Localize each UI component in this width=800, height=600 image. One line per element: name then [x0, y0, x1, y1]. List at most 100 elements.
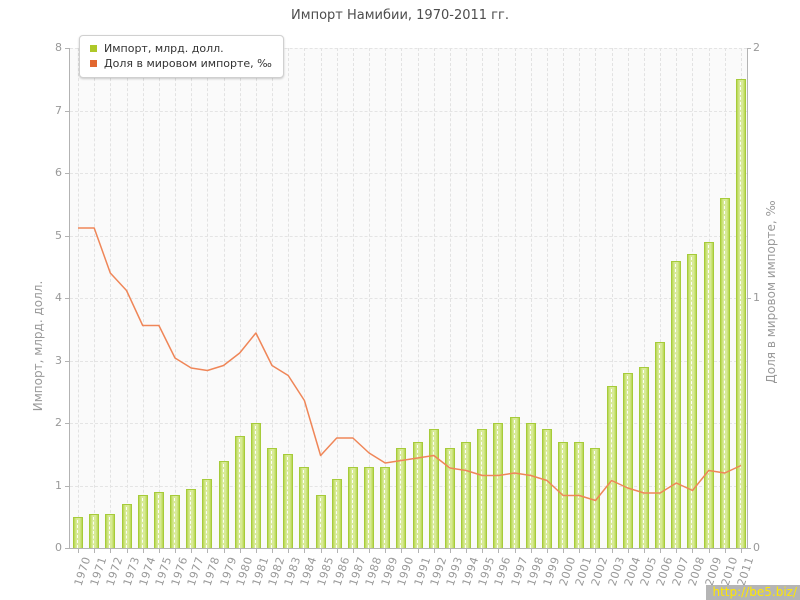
gridline-horizontal	[70, 298, 747, 299]
y-axis-tick-label: 5	[55, 228, 62, 242]
y-axis-tick-label: 6	[55, 166, 62, 179]
gridline-horizontal	[70, 173, 747, 174]
x-axis-tick-label: 1979	[217, 555, 239, 588]
legend-label-imports: Импорт, млрд. долл.	[104, 42, 224, 55]
y2-axis-tick-label: 0	[753, 541, 760, 554]
x-axis-tick-label: 1988	[362, 555, 385, 588]
x-axis-tick-label: 1996	[492, 555, 514, 588]
x-axis-tick	[449, 549, 451, 553]
x-axis-tick-label: 1992	[427, 555, 450, 588]
x-axis-tick	[741, 549, 742, 553]
x-axis-tick-label: 1980	[233, 555, 256, 588]
legend-label-share: Доля в мировом импорте, ‰	[104, 57, 272, 70]
x-axis-tick-label: 2000	[556, 555, 579, 588]
bar-2007	[671, 260, 682, 548]
x-axis-tick	[433, 549, 435, 553]
bar-1981	[250, 423, 261, 548]
x-axis-tick	[498, 549, 500, 553]
x-axis-tick-label: 1989	[378, 555, 401, 588]
x-axis-tick-label: 1976	[168, 555, 191, 588]
bar-1992	[428, 429, 439, 548]
x-axis-tick-label: 2003	[605, 555, 627, 588]
bar-1983	[283, 454, 294, 548]
x-axis-tick-label: 1995	[475, 555, 498, 588]
gridline-horizontal	[70, 48, 747, 49]
bar-1973	[121, 504, 132, 548]
x-axis-tick	[94, 549, 96, 553]
x-axis-tick	[660, 549, 662, 553]
bar-2011	[736, 79, 746, 548]
x-axis-tick-label: 1997	[508, 555, 530, 588]
bar-2006	[655, 341, 666, 549]
gridline-horizontal	[70, 110, 747, 112]
x-axis-tick-label: 1991	[411, 555, 433, 588]
share-line-layer	[78, 227, 742, 502]
x-axis-tick-label: 1986	[330, 555, 353, 588]
x-axis-tick-label: 1975	[152, 555, 175, 588]
legend-swatch-share-icon	[90, 60, 97, 67]
bar-1984	[299, 466, 310, 549]
x-axis-tick-label: 1971	[87, 555, 110, 588]
bar-2008	[687, 254, 698, 548]
bar-1991	[412, 441, 423, 549]
bar-2009	[703, 241, 714, 549]
x-axis-tick	[175, 549, 177, 553]
x-axis-tick	[579, 549, 581, 553]
x-axis-tick	[692, 549, 694, 553]
x-axis-tick	[158, 549, 160, 553]
legend-item-share: Доля в мировом импорте, ‰	[90, 56, 272, 71]
x-axis-tick	[191, 549, 193, 553]
bar-1977	[186, 488, 197, 549]
x-axis-tick	[288, 549, 290, 553]
legend-swatch-imports-icon	[90, 45, 97, 52]
bar-1999	[541, 429, 552, 548]
x-axis-tick	[627, 549, 629, 553]
gridline-horizontal	[70, 485, 747, 487]
x-axis-tick-label: 1970	[71, 555, 94, 588]
y2-axis-tick-label: 2	[753, 41, 760, 54]
bar-2005	[638, 366, 649, 549]
watermark-link[interactable]: http://be5.biz/	[706, 585, 800, 600]
x-axis-tick-label: 1973	[120, 555, 142, 588]
x-axis-tick	[369, 549, 371, 553]
bar-2010	[719, 198, 730, 548]
bar-1970	[73, 516, 83, 549]
share-line	[78, 227, 742, 502]
x-axis-tick	[530, 549, 532, 553]
bar-1986	[331, 479, 342, 548]
x-axis-tick-label: 1998	[524, 555, 547, 588]
bar-2002	[590, 448, 601, 548]
x-axis-tick	[466, 549, 468, 553]
y-axis-tick-label: 1	[55, 478, 62, 492]
y-axis-tick-label: 2	[55, 416, 62, 429]
bar-2004	[622, 373, 633, 548]
bar-1990	[396, 448, 407, 548]
x-axis-tick	[272, 549, 274, 553]
y-axis-tick-label: 8	[55, 41, 62, 54]
y-axis-tick-label: 7	[55, 103, 62, 117]
x-axis-tick	[563, 549, 565, 553]
x-axis-tick	[110, 549, 112, 553]
x-axis-tick-label: 1990	[395, 555, 417, 588]
x-axis-tick-label: 1978	[201, 555, 223, 588]
x-axis-tick	[78, 549, 79, 553]
x-axis-tick	[255, 549, 257, 553]
bar-1979	[218, 460, 229, 548]
bar-1978	[202, 479, 213, 548]
x-axis-tick-label: 2004	[621, 555, 644, 588]
plot-area	[69, 48, 748, 549]
x-axis-tick	[482, 549, 484, 553]
bar-1971	[89, 513, 100, 549]
x-axis-tick	[239, 549, 241, 553]
x-axis-tick	[724, 549, 726, 553]
x-axis-tick-label: 1974	[136, 555, 159, 588]
x-axis-tick	[304, 549, 306, 553]
bar-1998	[525, 423, 536, 548]
x-axis-tick	[417, 549, 419, 553]
bar-1982	[267, 448, 278, 548]
x-axis-tick	[611, 549, 613, 553]
x-axis-tick	[126, 549, 128, 553]
x-axis-tick-label: 2005	[637, 555, 660, 588]
y2-axis-tick-label: 1	[753, 291, 760, 304]
